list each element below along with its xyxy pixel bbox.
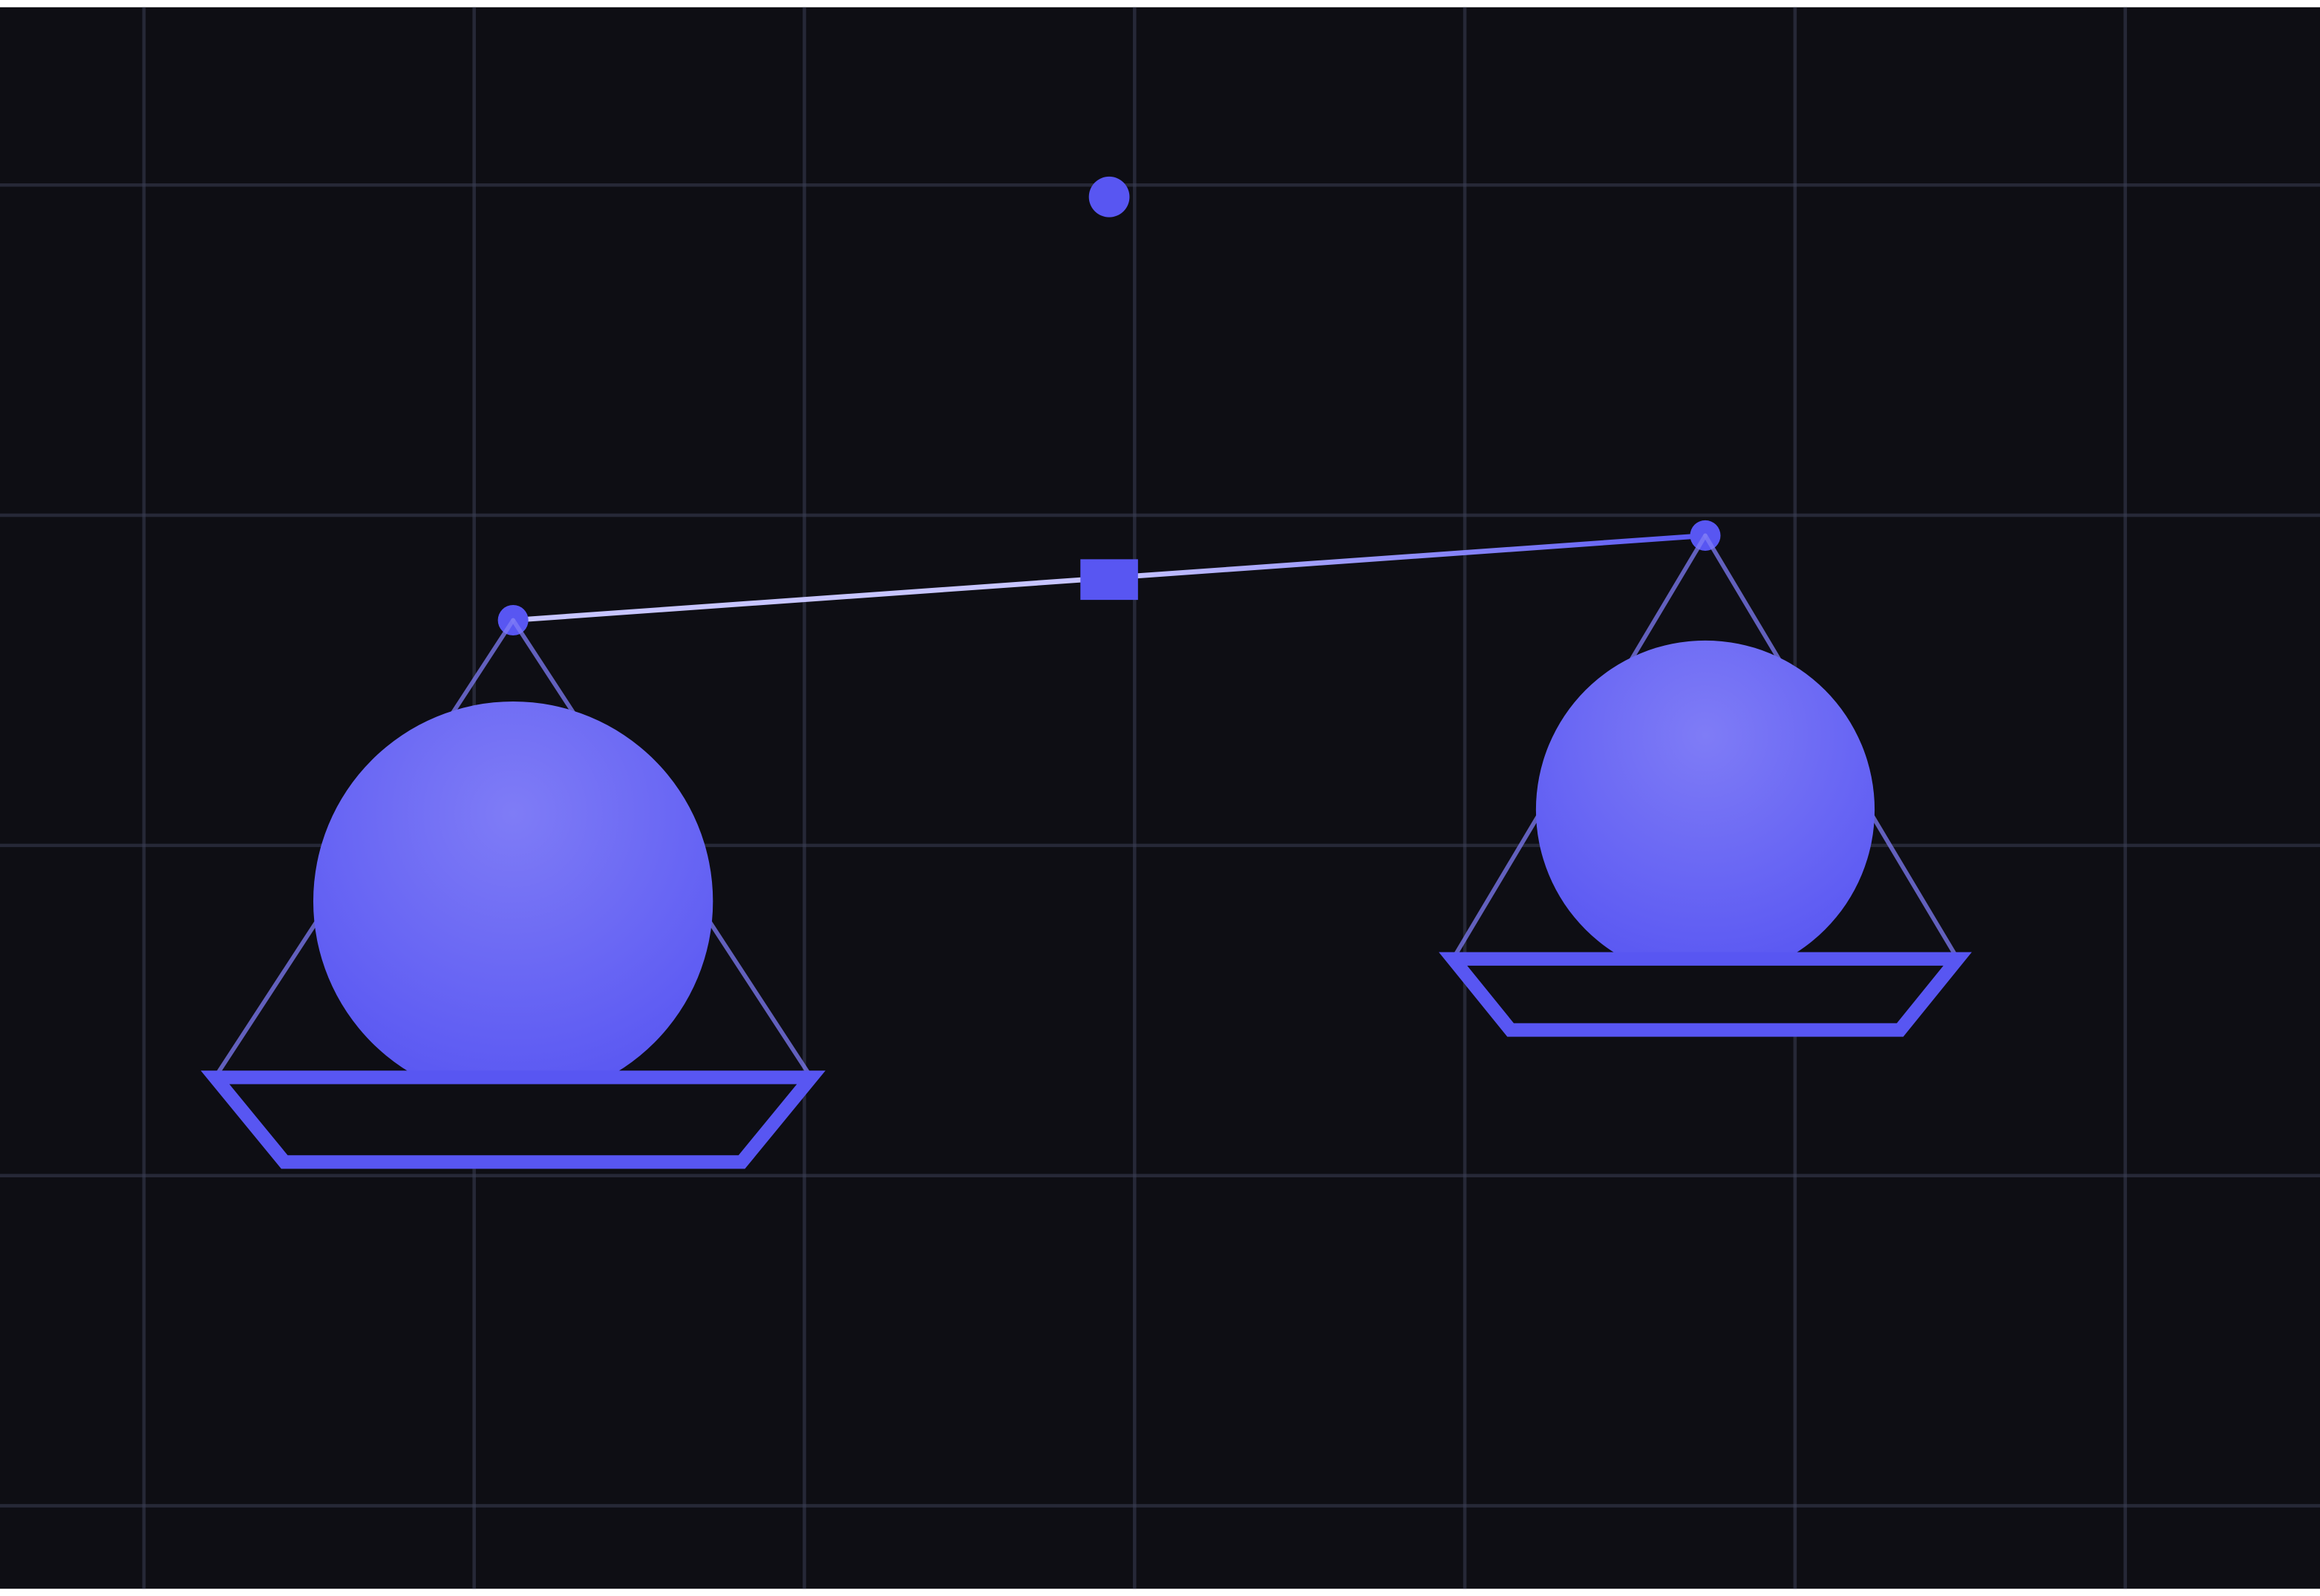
right-pan-tray (1453, 959, 1958, 1030)
right-weight-ball (1536, 641, 1875, 979)
left-weight-ball (313, 701, 713, 1101)
post-top-knob (1089, 177, 1130, 218)
beam-pivot-block (1080, 559, 1138, 600)
left-pan-tray (215, 1077, 811, 1162)
balance-scale-figure (0, 0, 2320, 1596)
